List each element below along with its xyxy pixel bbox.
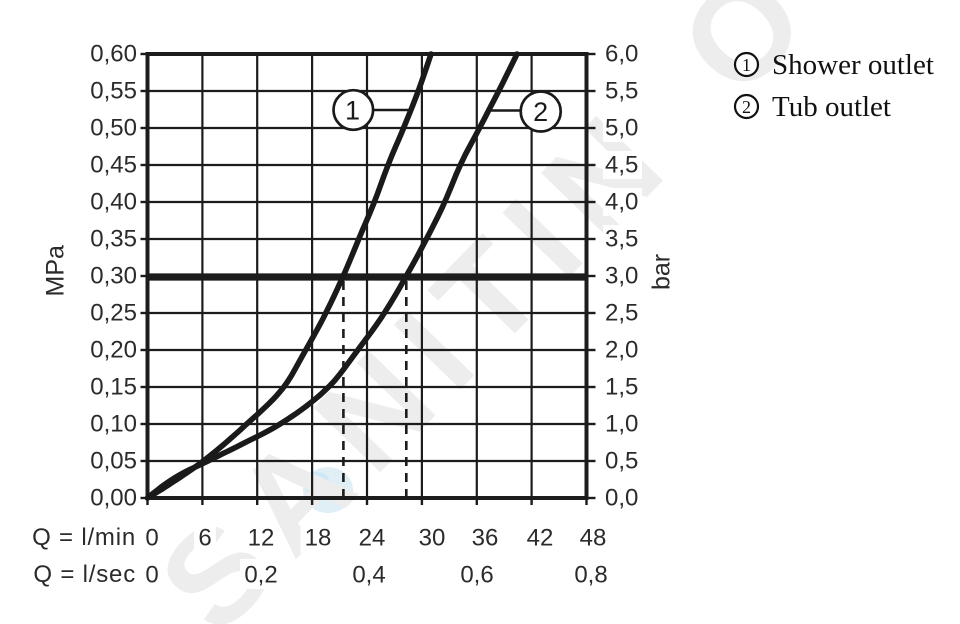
svg-text:30: 30 (419, 525, 446, 552)
svg-text:2,5: 2,5 (605, 300, 638, 327)
svg-text:1: 1 (742, 55, 751, 75)
svg-text:0,2: 0,2 (244, 562, 277, 589)
svg-text:bar: bar (648, 254, 676, 290)
svg-text:4,5: 4,5 (605, 152, 638, 179)
svg-text:0,50: 0,50 (90, 115, 137, 142)
svg-text:5,0: 5,0 (605, 115, 638, 142)
svg-text:1: 1 (345, 96, 360, 126)
svg-text:36: 36 (472, 525, 499, 552)
svg-text:48: 48 (580, 525, 607, 552)
svg-text:24: 24 (359, 525, 386, 552)
svg-text:0,6: 0,6 (460, 562, 493, 589)
svg-text:12: 12 (248, 525, 275, 552)
svg-text:0,60: 0,60 (90, 41, 137, 68)
svg-text:2: 2 (533, 97, 548, 127)
svg-text:0: 0 (145, 562, 158, 589)
svg-text:5,5: 5,5 (605, 78, 638, 105)
svg-text:0,40: 0,40 (90, 189, 137, 216)
svg-text:4,0: 4,0 (605, 189, 638, 216)
svg-text:Q = l/sec: Q = l/sec (33, 561, 136, 588)
svg-text:1,5: 1,5 (605, 374, 638, 401)
svg-text:0,5: 0,5 (605, 448, 638, 475)
svg-text:6: 6 (198, 525, 211, 552)
svg-text:0,25: 0,25 (90, 300, 137, 327)
svg-text:0,05: 0,05 (90, 448, 137, 475)
svg-text:42: 42 (527, 525, 554, 552)
svg-text:0,35: 0,35 (90, 226, 137, 253)
svg-text:0,10: 0,10 (90, 411, 137, 438)
svg-text:0,45: 0,45 (90, 152, 137, 179)
svg-text:2: 2 (742, 97, 751, 117)
svg-text:1,0: 1,0 (605, 411, 638, 438)
svg-text:0,55: 0,55 (90, 78, 137, 105)
svg-text:0,00: 0,00 (90, 485, 137, 512)
svg-text:0,4: 0,4 (352, 562, 385, 589)
svg-text:Shower outlet: Shower outlet (772, 49, 934, 81)
svg-text:0,0: 0,0 (605, 485, 638, 512)
svg-text:2,0: 2,0 (605, 337, 638, 364)
svg-text:0: 0 (145, 525, 158, 552)
svg-text:MPa: MPa (42, 245, 70, 297)
svg-text:0,15: 0,15 (90, 374, 137, 401)
svg-text:0,30: 0,30 (90, 263, 137, 290)
svg-text:3,5: 3,5 (605, 226, 638, 253)
svg-text:Q = l/min: Q = l/min (32, 524, 136, 551)
svg-text:6,0: 6,0 (605, 41, 638, 68)
svg-text:0,8: 0,8 (574, 562, 607, 589)
svg-text:18: 18 (305, 525, 332, 552)
svg-text:3,0: 3,0 (605, 263, 638, 290)
svg-text:0,20: 0,20 (90, 337, 137, 364)
svg-text:Tub outlet: Tub outlet (772, 91, 891, 123)
